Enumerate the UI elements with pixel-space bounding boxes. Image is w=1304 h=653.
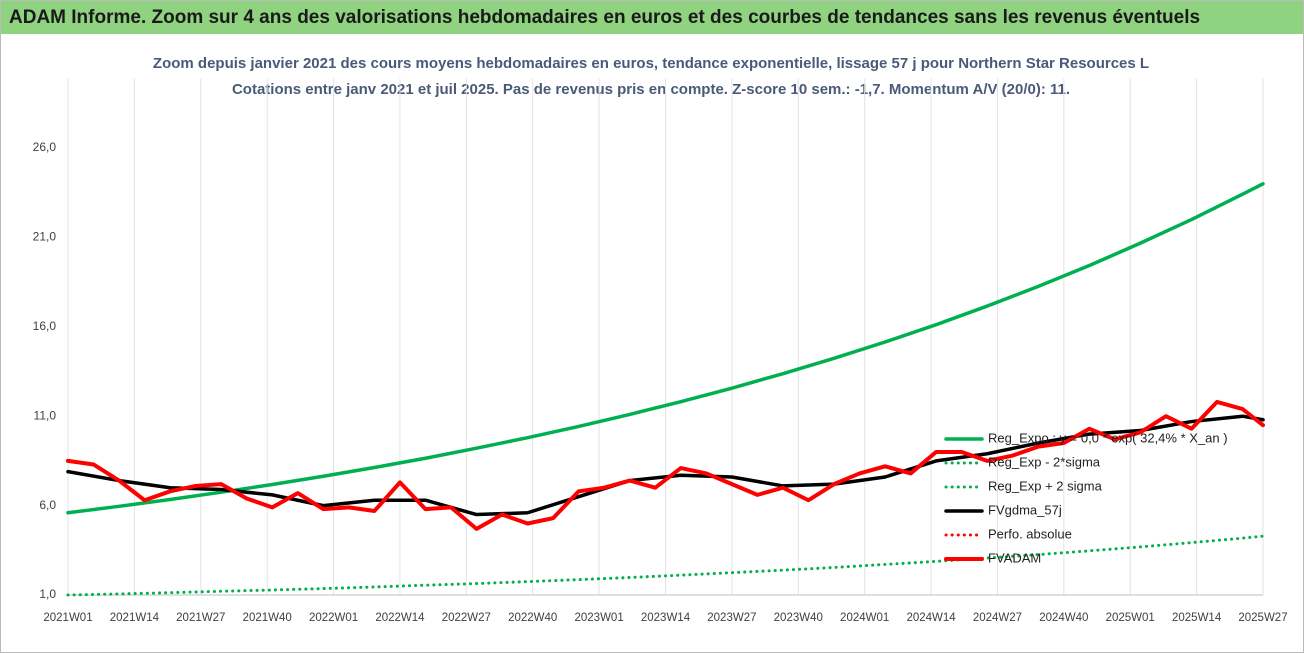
x-tick-label: 2023W14 [641,612,691,624]
y-tick-label: 26,0 [33,140,57,154]
y-tick-label: 1,0 [39,587,56,601]
legend-label: Reg_Expo : y = 0,0 * exp( 32,4% * X_an ) [988,430,1228,445]
x-tick-label: 2024W01 [840,612,889,624]
x-tick-label: 2021W01 [43,612,92,624]
x-tick-label: 2023W27 [707,612,756,624]
y-tick-label: 11,0 [34,408,57,422]
series-line [68,41,1263,52]
series-line [66,414,1265,517]
x-tick-label: 2022W40 [508,612,557,624]
x-tick-label: 2025W14 [1172,612,1222,624]
x-tick-label: 2022W27 [442,612,491,624]
y-tick-label: 21,0 [33,230,57,244]
x-tick-label: 2024W40 [1039,612,1088,624]
plot-area [66,41,1265,597]
legend-label: FVADAM [988,550,1041,565]
header-title: ADAM Informe. Zoom sur 4 ans des valoris… [1,1,1303,34]
legend-label: Reg_Exp - 2*sigma [988,454,1101,469]
chart: Zoom depuis janvier 2021 des cours moyen… [33,41,1288,624]
x-tick-label: 2021W27 [176,612,225,624]
legend-label: Reg_Exp + 2 sigma [988,478,1103,493]
x-tick-label: 2021W40 [243,612,292,624]
legend-label: FVgdma_57j [988,502,1062,517]
x-tick-label: 2022W01 [309,612,358,624]
x-tick-label: 2022W14 [375,612,425,624]
x-tick-label: 2024W14 [906,612,956,624]
chart-title: Zoom depuis janvier 2021 des cours moyen… [153,55,1149,72]
series-line [66,182,1265,515]
legend-label: Perfo. absolue [988,526,1072,541]
x-tick-label: 2024W27 [973,612,1022,624]
x-tick-label: 2023W01 [574,612,623,624]
x-tick-label: 2025W01 [1106,612,1155,624]
y-tick-label: 6,0 [39,498,56,512]
x-tick-label: 2021W14 [110,612,160,624]
y-tick-label: 16,0 [33,319,57,333]
x-tick-label: 2025W27 [1238,612,1287,624]
x-tick-label: 2023W40 [774,612,823,624]
chart-subtitle: Cotations entre janv 2021 et juil 2025. … [232,81,1070,98]
series-line [66,399,1265,531]
